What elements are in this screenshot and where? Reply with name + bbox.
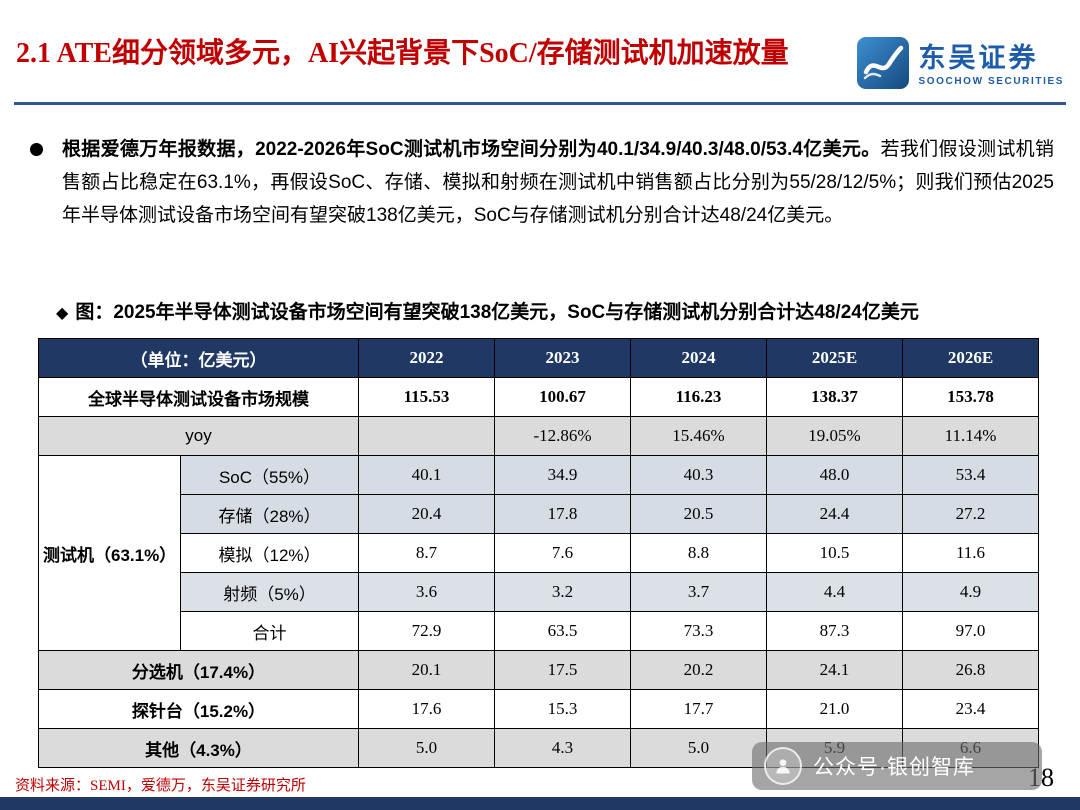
data-table: （单位：亿美元） 2022 2023 2024 2025E 2026E 全球半导… xyxy=(38,338,1039,768)
unit-header-cell: （单位：亿美元） xyxy=(38,338,359,378)
value-cell: 24.1 xyxy=(766,650,903,690)
soochow-logo: 东吴证券 SOOCHOW SECURITIES xyxy=(856,36,1064,95)
table-row-others: 其他（4.3%） 5.0 4.3 5.0 5.9 6.6 xyxy=(38,728,1039,768)
value-cell: 3.6 xyxy=(358,572,495,612)
table-row-yoy: yoy -12.86% 15.46% 19.05% 11.14% xyxy=(38,416,1039,456)
value-cell: 73.3 xyxy=(630,611,767,651)
row-label: 射频（5%） xyxy=(180,572,359,612)
value-cell: 4.3 xyxy=(494,728,631,768)
value-cell: 21.0 xyxy=(766,689,903,729)
row-label: yoy xyxy=(38,416,359,456)
value-cell: 8.8 xyxy=(630,533,767,573)
value-cell: 5.0 xyxy=(630,728,767,768)
value-cell: 15.46% xyxy=(630,416,767,456)
year-header-2026e: 2026E xyxy=(902,338,1039,378)
value-cell: 20.1 xyxy=(358,650,495,690)
diamond-icon: ◆ xyxy=(56,305,69,322)
value-cell: 11.14% xyxy=(902,416,1039,456)
value-cell: 115.53 xyxy=(358,377,495,417)
value-cell: 24.4 xyxy=(766,494,903,534)
value-cell: 20.5 xyxy=(630,494,767,534)
value-cell: 4.4 xyxy=(766,572,903,612)
row-label: 其他（4.3%） xyxy=(38,728,359,768)
table-row-total: 合计 72.9 63.5 73.3 87.3 97.0 xyxy=(38,611,1039,651)
row-label: 模拟（12%） xyxy=(180,533,359,573)
value-cell: 3.7 xyxy=(630,572,767,612)
soochow-logo-icon xyxy=(856,36,910,95)
value-cell: 40.3 xyxy=(630,455,767,495)
watermark: 公众号·银创智库 xyxy=(752,742,1042,790)
bullet-marker-icon xyxy=(30,143,43,156)
year-header-2023: 2023 xyxy=(494,338,631,378)
page-title: 2.1 ATE细分领域多元，AI兴起背景下SoC/存储测试机加速放量 xyxy=(16,38,789,69)
value-cell: 116.23 xyxy=(630,377,767,417)
value-cell: 3.2 xyxy=(494,572,631,612)
header-divider xyxy=(14,102,1066,105)
soochow-logo-text: 东吴证券 SOOCHOW SECURITIES xyxy=(918,42,1064,88)
row-label: 探针台（15.2%） xyxy=(38,689,359,729)
value-cell xyxy=(358,416,495,456)
value-cell: 11.6 xyxy=(902,533,1039,573)
value-cell: 8.7 xyxy=(358,533,495,573)
value-cell: 17.6 xyxy=(358,689,495,729)
value-cell: 7.6 xyxy=(494,533,631,573)
footer-bar xyxy=(0,797,1080,810)
value-cell: 138.37 xyxy=(766,377,903,417)
value-cell: 23.4 xyxy=(902,689,1039,729)
table-row-global: 全球半导体测试设备市场规模 115.53 100.67 116.23 138.3… xyxy=(38,377,1039,417)
value-cell: 10.5 xyxy=(766,533,903,573)
logo-name-cn: 东吴证券 xyxy=(918,42,1039,73)
watermark-logo-icon xyxy=(764,747,802,785)
value-cell: 40.1 xyxy=(358,455,495,495)
value-cell: -12.86% xyxy=(494,416,631,456)
year-header-2025e: 2025E xyxy=(766,338,903,378)
bullet-text-regular: 若我们假设测试机销售额占比稳定在63.1%，再假设SoC、存储、模拟和射频在测试… xyxy=(62,139,1054,226)
value-cell: 20.4 xyxy=(358,494,495,534)
value-cell: 17.7 xyxy=(630,689,767,729)
value-cell: 27.2 xyxy=(902,494,1039,534)
table-row-handler: 分选机（17.4%） 20.1 17.5 20.2 24.1 26.8 xyxy=(38,650,1039,690)
value-cell: 53.4 xyxy=(902,455,1039,495)
bullet-text-bold: 根据爱德万年报数据，2022-2026年SoC测试机市场空间分别为40.1/34… xyxy=(62,139,881,160)
source-note: 资料来源：SEMI，爱德万，东吴证券研究所 xyxy=(15,778,306,794)
bullet-point: 根据爱德万年报数据，2022-2026年SoC测试机市场空间分别为40.1/34… xyxy=(30,133,1054,232)
figure-caption-text: 图：2025年半导体测试设备市场空间有望突破138亿美元，SoC与存储测试机分别… xyxy=(75,302,919,323)
value-cell: 63.5 xyxy=(494,611,631,651)
table-row-soc: 测试机（63.1%） SoC（55%） 40.1 34.9 40.3 48.0 … xyxy=(38,455,1039,651)
value-cell: 17.8 xyxy=(494,494,631,534)
value-cell: 97.0 xyxy=(902,611,1039,651)
tester-group-label: 测试机（63.1%） xyxy=(38,455,181,651)
row-label: 分选机（17.4%） xyxy=(38,650,359,690)
row-label: 存储（28%） xyxy=(180,494,359,534)
value-cell: 17.5 xyxy=(494,650,631,690)
value-cell: 100.67 xyxy=(494,377,631,417)
value-cell: 5.0 xyxy=(358,728,495,768)
value-cell: 4.9 xyxy=(902,572,1039,612)
figure-caption: ◆ 图：2025年半导体测试设备市场空间有望突破138亿美元，SoC与存储测试机分… xyxy=(56,297,919,324)
bullet-text: 根据爱德万年报数据，2022-2026年SoC测试机市场空间分别为40.1/34… xyxy=(62,133,1054,232)
value-cell: 153.78 xyxy=(902,377,1039,417)
logo-name-en: SOOCHOW SECURITIES xyxy=(918,76,1064,88)
table-header-row: （单位：亿美元） 2022 2023 2024 2025E 2026E xyxy=(38,338,1039,378)
value-cell: 26.8 xyxy=(902,650,1039,690)
value-cell: 19.05% xyxy=(766,416,903,456)
slide-header: 2.1 ATE细分领域多元，AI兴起背景下SoC/存储测试机加速放量 东吴证券 … xyxy=(16,36,1064,95)
row-label: 合计 xyxy=(180,611,359,651)
row-label: SoC（55%） xyxy=(180,455,359,495)
value-cell: 87.3 xyxy=(766,611,903,651)
value-cell: 15.3 xyxy=(494,689,631,729)
value-cell: 72.9 xyxy=(358,611,495,651)
year-header-2024: 2024 xyxy=(630,338,767,378)
table-row-rf: 射频（5%） 3.6 3.2 3.7 4.4 4.9 xyxy=(38,572,1039,612)
table-row-prober: 探针台（15.2%） 17.6 15.3 17.7 21.0 23.4 xyxy=(38,689,1039,729)
table-row-analog: 模拟（12%） 8.7 7.6 8.8 10.5 11.6 xyxy=(38,533,1039,573)
value-cell: 34.9 xyxy=(494,455,631,495)
value-cell: 48.0 xyxy=(766,455,903,495)
value-cell: 20.2 xyxy=(630,650,767,690)
watermark-text: 公众号·银创智库 xyxy=(813,756,975,779)
table-row-memory: 存储（28%） 20.4 17.8 20.5 24.4 27.2 xyxy=(38,494,1039,534)
year-header-2022: 2022 xyxy=(358,338,495,378)
row-label: 全球半导体测试设备市场规模 xyxy=(38,377,359,417)
